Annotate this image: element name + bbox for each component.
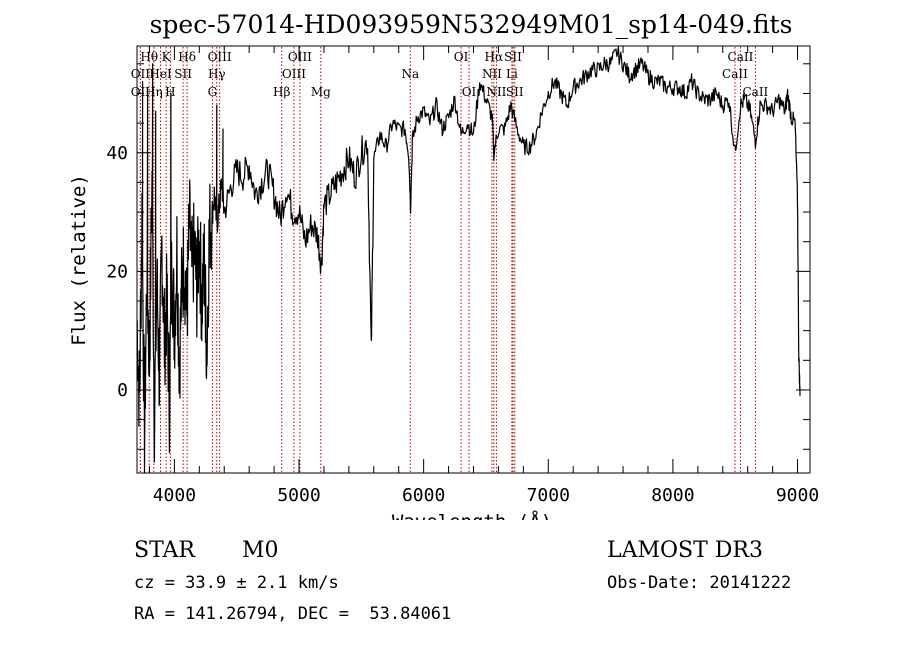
line-label-18: OI: [462, 85, 477, 99]
axis-tick-labels: 4000 5000 6000 7000 8000 9000 0 20 40: [106, 143, 819, 506]
line-label-5: K: [162, 50, 172, 64]
line-label-15: Mg: [311, 85, 331, 99]
axis-ticks: [137, 46, 810, 473]
line-label-2: OII: [131, 85, 151, 99]
x-tick-label-4000: 4000: [153, 485, 196, 506]
redshift-readout: cz = 33.9 ± 2.1 km/s: [134, 573, 339, 593]
line-label-11: G: [208, 85, 218, 99]
line-label-8: Hδ: [178, 50, 196, 64]
line-label-23: SII: [504, 50, 522, 64]
coordinates: RA = 141.26794, DEC = 53.84061: [134, 604, 452, 624]
object-subclass: M0: [242, 538, 279, 563]
flux-series: [136, 46, 801, 474]
x-tick-label-9000: 9000: [776, 485, 819, 506]
flux-line: [136, 46, 801, 474]
chart-title: spec-57014-HD093959N532949M01_sp14-049.f…: [150, 10, 793, 39]
plot-frame: [136, 45, 811, 474]
line-label-27: CaII: [742, 85, 768, 99]
line-label-20: NII: [482, 67, 502, 81]
x-tick-label-6000: 6000: [402, 485, 445, 506]
line-label-12: Hβ: [273, 85, 290, 99]
line-label-16: Na: [401, 67, 419, 81]
x-tick-label-5000: 5000: [277, 485, 320, 506]
x-axis-label: Wavelength (Å): [392, 510, 552, 520]
y-tick-label-20: 20: [106, 261, 128, 282]
line-label-0: Hθ: [140, 50, 158, 64]
line-label-7: SII: [174, 67, 192, 81]
line-label-4: HeI: [149, 67, 172, 81]
object-class: STAR: [134, 538, 195, 563]
line-label-25: CaII: [728, 50, 754, 64]
x-tick-label-7000: 7000: [527, 485, 570, 506]
line-label-14: OIII: [282, 67, 306, 81]
line-label-22: Li: [506, 67, 518, 81]
obs-date: Obs-Date: 20141222: [607, 573, 792, 593]
line-label-13: OIII: [288, 50, 312, 64]
line-label-10: Hγ: [208, 67, 226, 81]
y-tick-label-0: 0: [117, 380, 128, 401]
line-label-1: OII: [131, 67, 151, 81]
spectrum-chart: spec-57014-HD093959N532949M01_sp14-049.f…: [68, 10, 819, 520]
y-axis-label: Flux (relative): [68, 174, 90, 346]
spectral-line-markers: [139, 47, 756, 472]
y-tick-label-40: 40: [106, 143, 128, 164]
line-label-19: Hα: [485, 50, 504, 64]
x-tick-label-8000: 8000: [651, 485, 694, 506]
line-label-3: Hη: [145, 85, 163, 99]
survey-name: LAMOST DR3: [607, 538, 763, 563]
line-label-26: CaII: [722, 67, 748, 81]
line-label-6: H: [165, 85, 175, 99]
line-label-21: NII: [486, 85, 506, 99]
line-label-24: SII: [506, 85, 524, 99]
line-label-9: OIII: [208, 50, 232, 64]
line-label-17: OI: [454, 50, 469, 64]
